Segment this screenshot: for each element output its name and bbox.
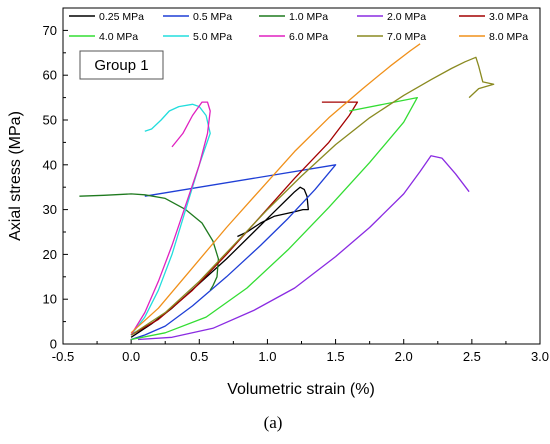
x-tick-label: 1.5 (327, 349, 345, 364)
y-axis-title: Axial stress (MPa) (7, 111, 24, 241)
x-tick-label: 3.0 (531, 349, 549, 364)
series-line-7-0-mpa (130, 56, 495, 336)
y-tick-label: 10 (43, 292, 57, 307)
y-tick-label: 70 (43, 23, 57, 38)
series-line-1-0-mpa (79, 193, 220, 291)
x-tick-label: 0.0 (122, 349, 140, 364)
legend-label: 0.25 MPa (99, 11, 144, 23)
x-axis-title: Volumetric strain (%) (227, 381, 375, 398)
x-tick-label: 0.5 (190, 349, 208, 364)
series-line-4-0-mpa (130, 96, 418, 341)
legend-label: 7.0 MPa (387, 31, 426, 43)
legend-label: 8.0 MPa (489, 31, 528, 43)
y-tick-label: 60 (43, 68, 57, 83)
x-tick-label: 2.0 (395, 349, 413, 364)
series-layer (79, 43, 495, 341)
x-tick-label: 2.5 (463, 349, 481, 364)
ticks-layer: -0.5 0.0 0.5 1.0 1.5 2.0 2.5 3.0 0 10 20 30 40 50 60 70 (43, 23, 550, 364)
y-tick-label: 40 (43, 157, 57, 172)
series-line-0-5-mpa (130, 164, 337, 341)
legend-label: 4.0 MPa (99, 31, 138, 43)
group-label: Group 1 (94, 57, 148, 74)
series-line-2-0-mpa (137, 155, 470, 341)
series-line-8-0-mpa (130, 43, 421, 334)
group-label-box (79, 50, 164, 80)
y-tick-label: 20 (43, 247, 57, 262)
legend-label: 6.0 MPa (289, 31, 328, 43)
y-tick-label: 50 (43, 113, 57, 128)
legend-label: 0.5 MPa (193, 11, 232, 23)
series-line-3-0-mpa (130, 101, 359, 336)
legend-label: 3.0 MPa (489, 11, 528, 23)
legend-label: 5.0 MPa (193, 31, 232, 43)
legend: 0.25 MPa 0.5 MPa 1.0 MPa 2.0 MPa 3.0 MPa 4.0 … (69, 11, 528, 43)
series-line-5-0-mpa (130, 103, 211, 336)
x-tick-label: -0.5 (52, 349, 74, 364)
y-tick-label: 30 (43, 202, 57, 217)
y-tick-label: 0 (50, 337, 57, 352)
legend-label: 2.0 MPa (387, 11, 426, 23)
figure-caption: (a) (264, 413, 283, 432)
legend-label: 1.0 MPa (289, 11, 328, 23)
series-line-6-0-mpa (130, 101, 211, 336)
x-tick-label: 1.0 (258, 349, 276, 364)
